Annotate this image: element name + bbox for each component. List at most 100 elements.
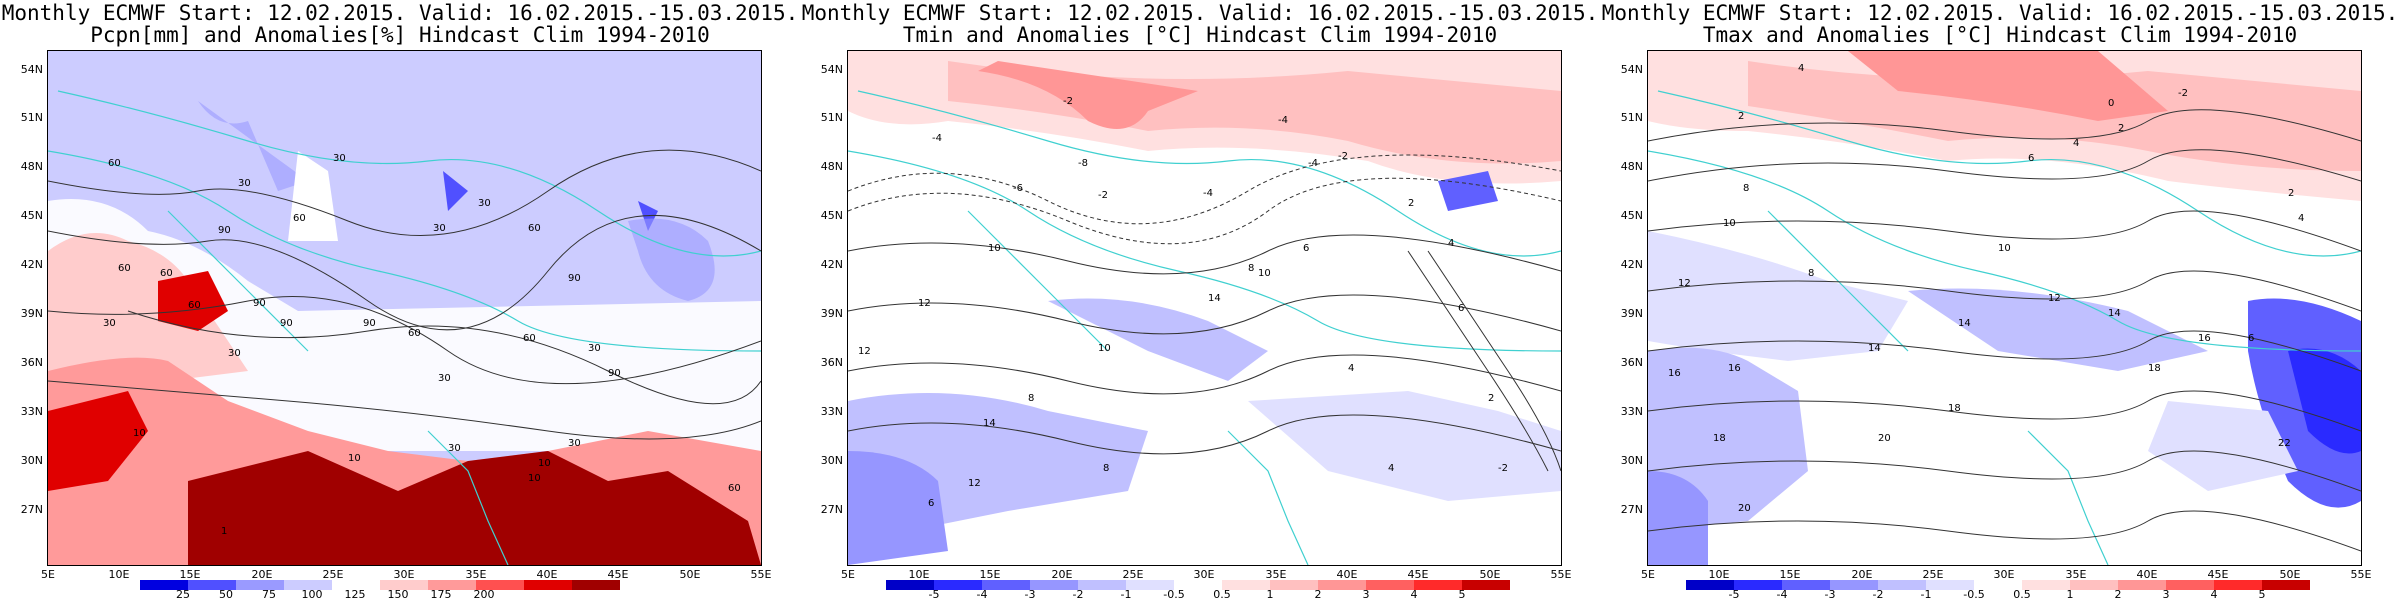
contour-label: 14 bbox=[1868, 343, 1881, 354]
contour-label: -2 bbox=[1098, 190, 1108, 201]
colorbar bbox=[1686, 580, 2310, 590]
contour-label: 8 bbox=[1248, 263, 1254, 274]
contour-label: 60 bbox=[108, 158, 121, 169]
panel-pcpn: Monthly ECMWF Start: 12.02.2015. Valid: … bbox=[0, 0, 800, 601]
lon-tick-label: 10E bbox=[1708, 568, 1730, 581]
colorbar-swatch bbox=[2070, 580, 2118, 590]
lon-tick-label: 40E bbox=[536, 568, 558, 581]
lon-tick-label: 5E bbox=[41, 568, 55, 581]
lat-tick-label: 36N bbox=[20, 356, 43, 369]
lon-tick-label: 5E bbox=[841, 568, 855, 581]
colorbar-swatch bbox=[380, 580, 428, 590]
lon-tick-label: 50E bbox=[2279, 568, 2301, 581]
contour-label: 8 bbox=[1103, 463, 1109, 474]
lat-tick-label: 27N bbox=[820, 503, 843, 516]
lon-tick-label: 35E bbox=[2065, 568, 2087, 581]
colorbar-tick-label: 1 bbox=[2066, 588, 2074, 601]
contour-label: 6 bbox=[2028, 153, 2034, 164]
colorbar bbox=[886, 580, 1510, 590]
colorbar-tick-label: 75 bbox=[262, 588, 276, 601]
contour-label: 12 bbox=[1678, 278, 1691, 289]
lon-tick-label: 20E bbox=[251, 568, 273, 581]
colorbar-swatch bbox=[1030, 580, 1078, 590]
contour-label: 30 bbox=[103, 318, 116, 329]
colorbar-tick-label: -1 bbox=[1120, 588, 1132, 601]
colorbar-swatch bbox=[1878, 580, 1926, 590]
contour-label: 30 bbox=[588, 343, 601, 354]
contour-label: 10 bbox=[1098, 343, 1111, 354]
lon-tick-label: 30E bbox=[1993, 568, 2015, 581]
colorbar-tick-label: -4 bbox=[1776, 588, 1788, 601]
contour-label: 14 bbox=[2108, 308, 2121, 319]
colorbar-swatch bbox=[140, 580, 188, 590]
map-plot: 4 2 0 -2 2 4 6 8 10 12 14 16 18 20 22 18… bbox=[1647, 50, 2362, 566]
colorbar-tick-label: 100 bbox=[301, 588, 323, 601]
lat-tick-label: 36N bbox=[820, 356, 843, 369]
colorbar-swatch bbox=[332, 580, 380, 590]
lat-tick-label: 51N bbox=[1620, 111, 1643, 124]
contour-label: -4 bbox=[1203, 188, 1213, 199]
contour-label: 30 bbox=[448, 443, 461, 454]
contour-label: 30 bbox=[228, 348, 241, 359]
contour-label: 90 bbox=[568, 273, 581, 284]
contour-label: 10 bbox=[1998, 243, 2011, 254]
lat-tick-label: 48N bbox=[20, 160, 43, 173]
colorbar-swatch bbox=[886, 580, 934, 590]
colorbar-swatch bbox=[524, 580, 572, 590]
colorbar-swatch bbox=[476, 580, 524, 590]
contour-label: 12 bbox=[918, 298, 931, 309]
contour-label: 30 bbox=[433, 223, 446, 234]
colorbar-tick-label: -5 bbox=[1728, 588, 1740, 601]
contour-label: -4 bbox=[932, 133, 942, 144]
lon-tick-label: 35E bbox=[465, 568, 487, 581]
colorbar-tick-label: 1 bbox=[1266, 588, 1274, 601]
colorbar-tick-label: 25 bbox=[176, 588, 190, 601]
lon-tick-label: 35E bbox=[1265, 568, 1287, 581]
contour-label: 8 bbox=[1808, 268, 1814, 279]
lon-tick-label: 30E bbox=[393, 568, 415, 581]
contour-label: -6 bbox=[1013, 183, 1023, 194]
lat-tick-label: 42N bbox=[820, 258, 843, 271]
contour-label: 4 bbox=[2298, 213, 2304, 224]
lon-tick-label: 20E bbox=[1051, 568, 1073, 581]
colorbar-tick-label: -4 bbox=[976, 588, 988, 601]
contour-label: 60 bbox=[523, 333, 536, 344]
contour-label: 90 bbox=[253, 298, 266, 309]
contour-label: 10 bbox=[348, 453, 361, 464]
contour-label: 22 bbox=[2278, 438, 2291, 449]
contour-label: 4 bbox=[2073, 138, 2079, 149]
contour-label: 30 bbox=[478, 198, 491, 209]
colorbar-tick-label: -3 bbox=[1024, 588, 1036, 601]
lon-tick-label: 25E bbox=[322, 568, 344, 581]
panel-title-line2: Pcpn[mm] and Anomalies[%] Hindcast Clim … bbox=[90, 23, 710, 47]
colorbar-tick-label: -1 bbox=[1920, 588, 1932, 601]
contour-label: -2 bbox=[1338, 151, 1348, 162]
lon-tick-label: 45E bbox=[2207, 568, 2229, 581]
pcpn-contour-labels: 60 30 60 30 90 30 60 30 60 60 90 90 30 6… bbox=[103, 153, 741, 537]
lat-tick-label: 45N bbox=[1620, 209, 1643, 222]
colorbar-tick-label: 3 bbox=[2162, 588, 2170, 601]
colorbar-swatch bbox=[1926, 580, 1974, 590]
colorbar-swatch bbox=[1366, 580, 1414, 590]
contour-label: 2 bbox=[1408, 198, 1414, 209]
contour-label: 60 bbox=[188, 300, 201, 311]
panel-title-line1: Monthly ECMWF Start: 12.02.2015. Valid: … bbox=[1601, 1, 2399, 25]
colorbar-tick-label: 4 bbox=[2210, 588, 2218, 601]
lon-tick-label: 10E bbox=[108, 568, 130, 581]
lon-tick-label: 45E bbox=[1407, 568, 1429, 581]
contour-label: -2 bbox=[1498, 463, 1508, 474]
lat-tick-label: 48N bbox=[1620, 160, 1643, 173]
contour-label: 10 bbox=[1723, 218, 1736, 229]
lat-tick-label: 54N bbox=[820, 63, 843, 76]
lat-tick-label: 39N bbox=[1620, 307, 1643, 320]
contour-label: 30 bbox=[238, 178, 251, 189]
colorbar-swatch bbox=[1222, 580, 1270, 590]
colorbar-swatch bbox=[428, 580, 476, 590]
map-plot: 60 30 60 30 90 30 60 30 60 60 90 90 30 6… bbox=[47, 50, 762, 566]
colorbar-tick-label: 5 bbox=[1458, 588, 1466, 601]
colorbar-tick-label: 5 bbox=[2258, 588, 2266, 601]
colorbar-swatch bbox=[1686, 580, 1734, 590]
colorbar-tick-label: 0.5 bbox=[1213, 588, 1231, 601]
contour-label: 90 bbox=[363, 318, 376, 329]
colorbar-swatch bbox=[2022, 580, 2070, 590]
